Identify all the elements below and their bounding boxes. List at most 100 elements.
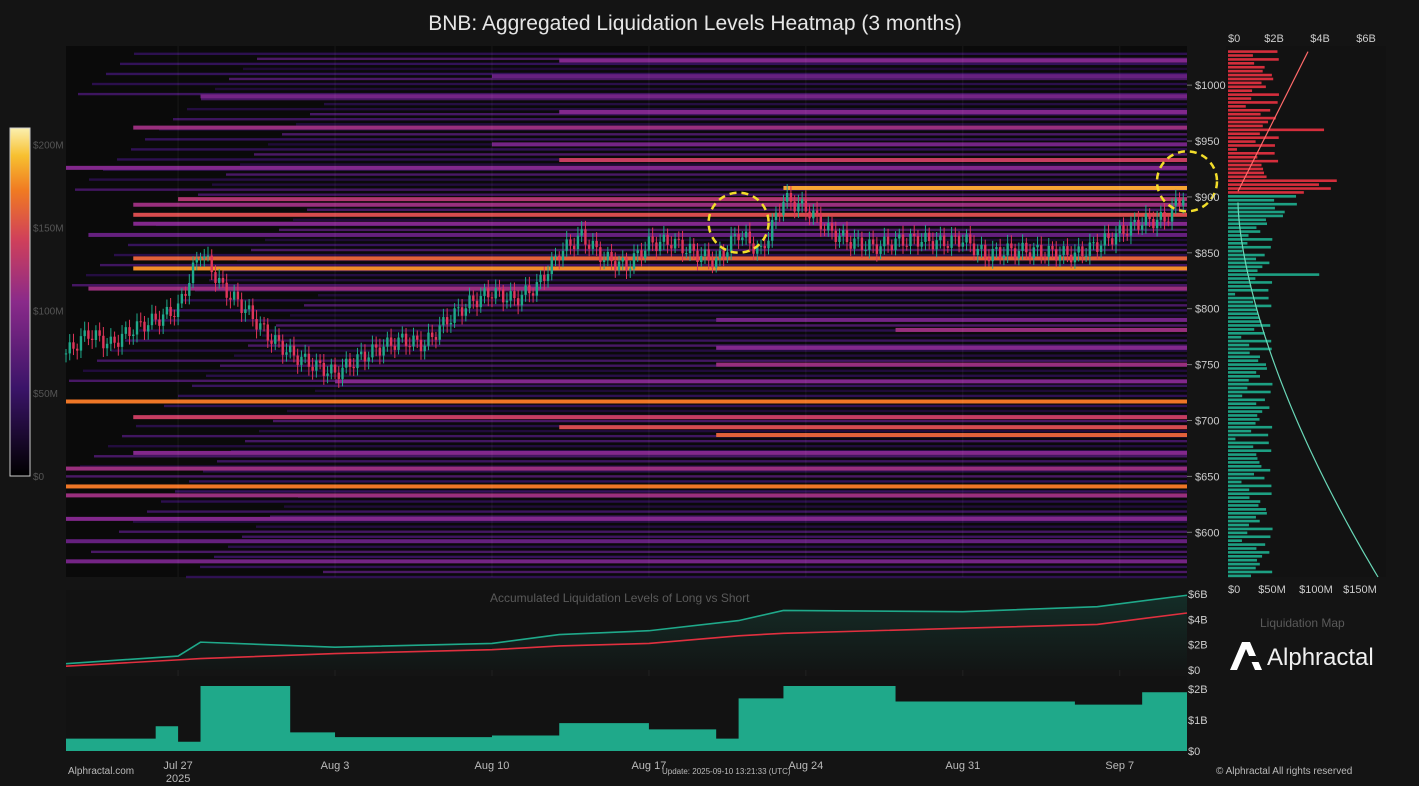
candle-body xyxy=(670,244,673,249)
candle-body xyxy=(120,333,124,347)
candle-body xyxy=(804,199,808,212)
highlight-circle xyxy=(1155,150,1219,213)
heat-band-bg xyxy=(248,344,1187,347)
candle-body xyxy=(1032,247,1035,258)
heat-band-bg xyxy=(279,228,1187,232)
candle-body xyxy=(569,239,572,246)
short-liq-bar xyxy=(1228,116,1276,120)
candle-body xyxy=(176,303,180,318)
long-liq-bar xyxy=(1228,406,1270,409)
candle-body xyxy=(363,351,367,362)
heat-band xyxy=(200,94,1187,99)
heat-band-bg xyxy=(323,570,1187,574)
candle-body xyxy=(453,308,456,323)
short-accumulated-line xyxy=(65,612,1188,667)
candle-body xyxy=(285,352,288,355)
heat-band xyxy=(716,362,1187,367)
candle-body xyxy=(124,327,127,334)
footer-copyright: © Alphractal All rights reserved xyxy=(1216,766,1353,777)
candle-body xyxy=(685,253,688,255)
heat-band-bg xyxy=(259,429,1187,433)
heat-band-bg xyxy=(108,445,1187,448)
heat-band-bg xyxy=(214,555,1187,559)
heat-band xyxy=(88,232,1187,237)
heat-band-bg xyxy=(217,460,1187,463)
candle-body xyxy=(875,244,879,254)
heat-band-bg xyxy=(147,510,1187,513)
short-liq-bar xyxy=(1228,85,1266,89)
long-liq-bar xyxy=(1228,355,1260,359)
heat-band-bg xyxy=(80,465,1187,468)
candle-body xyxy=(539,274,542,283)
candle-body xyxy=(651,236,654,243)
candle-body xyxy=(595,240,598,248)
candle-body xyxy=(924,232,927,242)
short-liq-bar xyxy=(1228,136,1279,139)
candle-body xyxy=(965,234,968,243)
heat-band xyxy=(559,58,1187,63)
candle-body xyxy=(939,235,942,241)
candle-body xyxy=(572,245,576,250)
candle-body xyxy=(696,250,699,263)
candle-body xyxy=(1036,244,1039,248)
candle-body xyxy=(289,345,292,353)
long-accumulated-line xyxy=(65,594,1188,665)
candle-body xyxy=(408,346,411,348)
candle-body xyxy=(763,245,766,249)
heat-band xyxy=(559,158,1187,163)
area-tick-label: $1B xyxy=(1188,715,1208,727)
long-liq-bar xyxy=(1228,465,1262,468)
candle-body xyxy=(464,308,468,316)
candle-body xyxy=(550,257,553,275)
brand-name: Alphractal xyxy=(1267,644,1374,671)
short-liq-bar xyxy=(1228,179,1337,183)
heat-band-bg xyxy=(91,550,1187,554)
heat-band-bg xyxy=(242,535,1187,538)
candle-body xyxy=(957,235,961,247)
long-liq-bar xyxy=(1228,386,1248,390)
candle-body xyxy=(1010,243,1013,249)
price-tick-label: $850 xyxy=(1195,248,1219,260)
candle-body xyxy=(991,248,994,262)
candle-body xyxy=(614,261,617,271)
candle-body xyxy=(879,246,882,254)
heat-band-bg xyxy=(254,153,1187,156)
heat-band xyxy=(178,197,1188,202)
liquidation-map-axes: $0 $2B $4B $6B $0 $50M $100M $150M xyxy=(1228,33,1377,596)
candle-body xyxy=(625,257,628,271)
candle-body xyxy=(255,319,258,330)
long-liq-bar xyxy=(1228,382,1273,386)
long-liq-bar xyxy=(1228,523,1249,527)
heatmap-bands xyxy=(66,52,1188,579)
heat-band-bg xyxy=(178,394,1187,398)
candle-body xyxy=(449,322,453,325)
candle-body xyxy=(494,288,497,299)
short-liq-bar xyxy=(1228,77,1274,81)
heat-band xyxy=(133,256,1187,261)
heat-band-bg xyxy=(256,525,1187,528)
long-liq-bar xyxy=(1228,242,1248,245)
candle-body xyxy=(1137,219,1140,230)
candle-body xyxy=(1170,205,1174,222)
candle-body xyxy=(666,234,669,245)
price-tick-label: $950 xyxy=(1195,136,1219,148)
long-liq-bar xyxy=(1228,461,1260,464)
liquidation-area-fill xyxy=(66,686,1187,751)
candle-body xyxy=(920,241,923,247)
candle-body xyxy=(416,335,419,340)
long-liq-bar xyxy=(1228,198,1275,202)
candle-body xyxy=(386,337,389,347)
liqmap-bottom-tick: $150M xyxy=(1343,584,1377,596)
candle-body xyxy=(1178,198,1181,206)
candle-body xyxy=(961,242,964,247)
candle-body xyxy=(1111,238,1114,245)
candle-body xyxy=(1122,225,1125,235)
footer-site[interactable]: Alphractal.com xyxy=(68,766,135,777)
long-liq-bar xyxy=(1228,558,1257,562)
candle-body xyxy=(584,229,587,245)
heat-band-bg xyxy=(307,208,1187,211)
candle-body xyxy=(195,258,198,263)
candle-body xyxy=(864,249,867,251)
candle-body xyxy=(300,356,303,365)
footer-update: Update: 2025-09-10 13:21:33 (UTC) xyxy=(662,767,791,776)
